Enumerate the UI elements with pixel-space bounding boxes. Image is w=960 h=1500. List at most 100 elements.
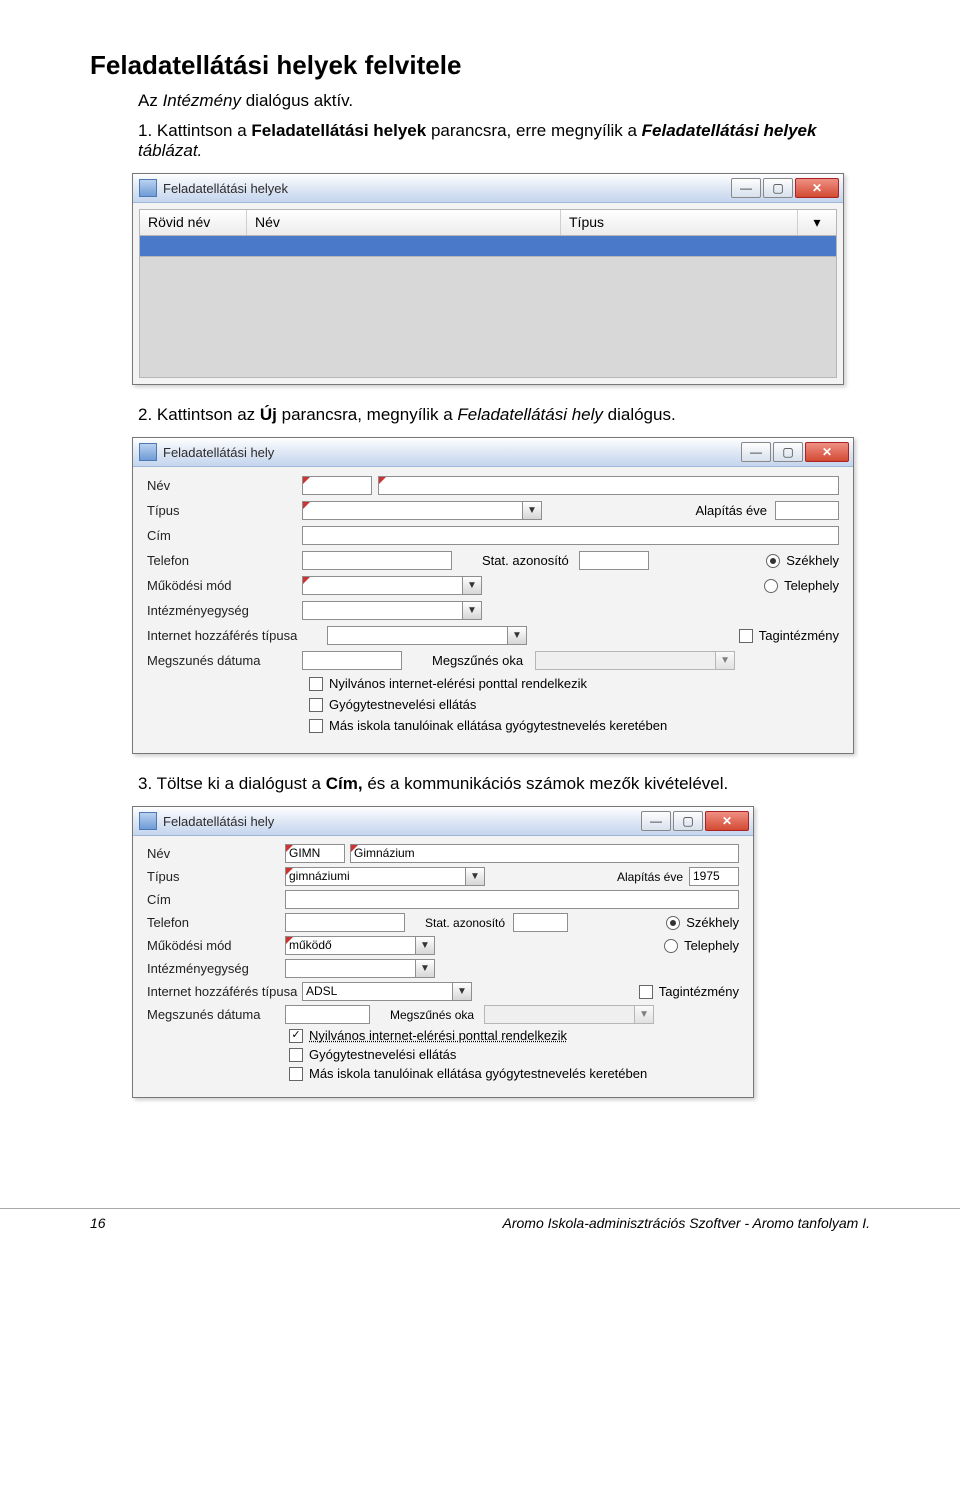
chevron-down-icon[interactable]: ▼ (462, 576, 482, 595)
scroll-header[interactable]: ▾ (798, 210, 836, 235)
label-telefon: Telefon (147, 553, 302, 568)
chevron-down-icon[interactable]: ▼ (507, 626, 527, 645)
label-stat: Stat. azonosító (425, 916, 505, 930)
chevron-down-icon[interactable]: ▼ (465, 867, 485, 886)
nev-long-input[interactable] (378, 476, 839, 495)
intezmeny-combo[interactable]: ▼ (302, 601, 482, 620)
chevron-down-icon[interactable]: ▼ (415, 959, 435, 978)
label-cim: Cím (147, 892, 285, 907)
label-tipus: Típus (147, 503, 302, 518)
label-cim: Cím (147, 528, 302, 543)
minimize-button[interactable]: — (731, 178, 761, 198)
label-tipus: Típus (147, 869, 285, 884)
radio-szekhely[interactable]: Székhely (766, 553, 839, 568)
internet-combo[interactable]: ▼ (327, 626, 527, 645)
label-intezmeny: Intézményegység (147, 961, 285, 976)
chevron-down-icon[interactable]: ▼ (415, 936, 435, 955)
window-icon (139, 812, 157, 830)
maximize-button[interactable]: ▢ (763, 178, 793, 198)
check-tagintezmeny[interactable]: Tagintézmény (639, 984, 739, 999)
window-feladatellatasi-helyek: Feladatellátási helyek — ▢ ✕ Rövid név N… (132, 173, 844, 385)
window-title: Feladatellátási helyek (163, 181, 288, 196)
intezmeny-combo[interactable]: ▼ (285, 959, 435, 978)
maximize-button[interactable]: ▢ (673, 811, 703, 831)
megszuneso-combo: ▼ (535, 651, 735, 670)
chevron-down-icon[interactable]: ▼ (522, 501, 542, 520)
page-title: Feladatellátási helyek felvitele (90, 50, 870, 81)
check-mas-iskola[interactable]: Más iskola tanulóinak ellátása gyógytest… (309, 718, 667, 733)
table-body[interactable] (140, 256, 836, 377)
alapitas-input[interactable]: 1975 (689, 867, 739, 886)
minimize-button[interactable]: — (641, 811, 671, 831)
titlebar[interactable]: Feladatellátási hely — ▢ ✕ (133, 438, 853, 467)
check-mas-iskola[interactable]: Más iskola tanulóinak ellátása gyógytest… (289, 1066, 647, 1081)
page-footer: 16 Aromo Iskola-adminisztrációs Szoftver… (0, 1208, 960, 1251)
titlebar[interactable]: Feladatellátási helyek — ▢ ✕ (133, 174, 843, 203)
label-megszuneso: Megszűnés oka (432, 653, 523, 668)
stat-input[interactable] (579, 551, 649, 570)
nev-long-input[interactable]: Gimnázium (350, 844, 739, 863)
telefon-input[interactable] (285, 913, 405, 932)
chevron-down-icon[interactable]: ▼ (452, 982, 472, 1001)
mukodesi-combo[interactable]: ▼ (302, 576, 482, 595)
radio-szekhely[interactable]: Székhely (666, 915, 739, 930)
label-intezmeny: Intézményegység (147, 603, 302, 618)
radio-telephely[interactable]: Telephely (764, 578, 839, 593)
nev-short-input[interactable] (302, 476, 372, 495)
step-3: 3. Töltse ki a dialógust a Cím, és a kom… (138, 774, 870, 794)
cim-input[interactable] (302, 526, 839, 545)
titlebar[interactable]: Feladatellátási hely — ▢ ✕ (133, 807, 753, 836)
telefon-input[interactable] (302, 551, 452, 570)
stat-input[interactable] (513, 913, 568, 932)
chevron-down-icon: ▼ (715, 651, 735, 670)
col-nev[interactable]: Név (247, 210, 561, 235)
label-megszuneso: Megszűnés oka (390, 1008, 474, 1022)
tipus-combo[interactable]: ▼ (302, 501, 542, 520)
window-icon (139, 179, 157, 197)
minimize-button[interactable]: — (741, 442, 771, 462)
megszuneso-combo: ▼ (484, 1005, 654, 1024)
col-tipus[interactable]: Típus (561, 210, 798, 235)
page-number: 16 (90, 1215, 106, 1231)
chevron-down-icon[interactable]: ▼ (462, 601, 482, 620)
data-table[interactable]: Rövid név Név Típus ▾ (139, 209, 837, 378)
maximize-button[interactable]: ▢ (773, 442, 803, 462)
radio-telephely[interactable]: Telephely (664, 938, 739, 953)
check-gyogy[interactable]: Gyógytestnevelési ellátás (289, 1047, 456, 1062)
selected-row[interactable] (140, 236, 836, 256)
close-button[interactable]: ✕ (795, 178, 839, 198)
label-telefon: Telefon (147, 915, 285, 930)
window-title: Feladatellátási hely (163, 445, 274, 460)
label-megszunesd: Megszunés dátuma (147, 653, 302, 668)
label-internet: Internet hozzáférés típusa (147, 628, 327, 643)
check-tagintezmeny[interactable]: Tagintézmény (739, 628, 839, 643)
internet-combo[interactable]: ADSL▼ (302, 982, 472, 1001)
check-nyilvanos[interactable]: Nyilvános internet-elérési ponttal rende… (309, 676, 587, 691)
window-icon (139, 443, 157, 461)
label-nev: Név (147, 478, 302, 493)
label-nev: Név (147, 846, 285, 861)
nev-short-input[interactable]: GIMN (285, 844, 345, 863)
mukodesi-combo[interactable]: működő▼ (285, 936, 435, 955)
label-megszunesd: Megszunés dátuma (147, 1007, 285, 1022)
step-1: 1. Kattintson a Feladatellátási helyek p… (138, 121, 870, 161)
label-internet: Internet hozzáférés típusa (147, 984, 302, 999)
cim-input[interactable] (285, 890, 739, 909)
chevron-down-icon: ▼ (634, 1005, 654, 1024)
check-gyogy[interactable]: Gyógytestnevelési ellátás (309, 697, 476, 712)
alapitas-input[interactable] (775, 501, 839, 520)
label-mukodesi: Működési mód (147, 578, 302, 593)
megszunesd-input[interactable] (285, 1005, 370, 1024)
tipus-combo[interactable]: gimnáziumi▼ (285, 867, 485, 886)
close-button[interactable]: ✕ (705, 811, 749, 831)
label-alapitas: Alapítás éve (617, 870, 683, 884)
check-nyilvanos[interactable]: ✓Nyilvános internet-elérési ponttal rend… (289, 1028, 567, 1043)
label-mukodesi: Működési mód (147, 938, 285, 953)
megszunesd-input[interactable] (302, 651, 402, 670)
window-feladatellatasi-hely-filled: Feladatellátási hely — ▢ ✕ Név GIMN Gimn… (132, 806, 754, 1098)
label-stat: Stat. azonosító (482, 553, 569, 568)
window-title: Feladatellátási hely (163, 814, 274, 829)
close-button[interactable]: ✕ (805, 442, 849, 462)
col-rovid-nev[interactable]: Rövid név (140, 210, 247, 235)
window-feladatellatasi-hely: Feladatellátási hely — ▢ ✕ Név Típus ▼ A… (132, 437, 854, 754)
